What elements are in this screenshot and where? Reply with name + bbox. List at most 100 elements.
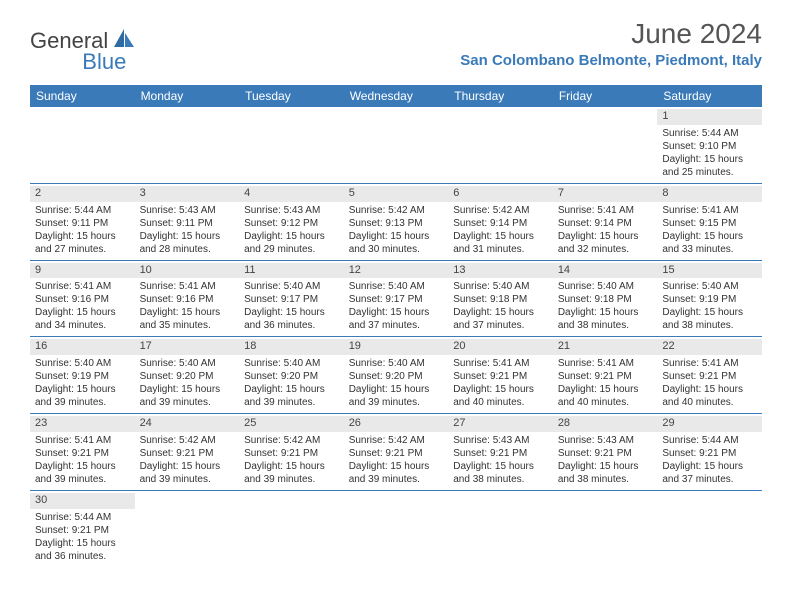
calendar-cell: [135, 107, 240, 183]
day-details: Sunrise: 5:41 AMSunset: 9:16 PMDaylight:…: [140, 280, 235, 332]
day-number: 30: [30, 493, 135, 509]
sunrise-text: Sunrise: 5:40 AM: [244, 357, 339, 370]
daylight-text: Daylight: 15 hours and 39 minutes.: [349, 383, 444, 409]
page-title: June 2024: [460, 18, 762, 50]
sunrise-text: Sunrise: 5:40 AM: [558, 280, 653, 293]
col-friday: Friday: [553, 85, 658, 107]
daylight-text: Daylight: 15 hours and 39 minutes.: [35, 460, 130, 486]
calendar-cell: [553, 490, 658, 566]
day-number: 23: [30, 416, 135, 432]
calendar-cell: 28Sunrise: 5:43 AMSunset: 9:21 PMDayligh…: [553, 414, 658, 491]
daylight-text: Daylight: 15 hours and 34 minutes.: [35, 306, 130, 332]
calendar-cell: [448, 107, 553, 183]
day-number: 4: [239, 186, 344, 202]
sunrise-text: Sunrise: 5:40 AM: [349, 280, 444, 293]
day-number: 24: [135, 416, 240, 432]
sunset-text: Sunset: 9:13 PM: [349, 217, 444, 230]
day-details: Sunrise: 5:43 AMSunset: 9:21 PMDaylight:…: [453, 434, 548, 486]
daylight-text: Daylight: 15 hours and 27 minutes.: [35, 230, 130, 256]
daylight-text: Daylight: 15 hours and 33 minutes.: [662, 230, 757, 256]
calendar-cell: 7Sunrise: 5:41 AMSunset: 9:14 PMDaylight…: [553, 183, 658, 260]
day-number: 2: [30, 186, 135, 202]
day-details: Sunrise: 5:42 AMSunset: 9:21 PMDaylight:…: [349, 434, 444, 486]
calendar-cell: [448, 490, 553, 566]
sunrise-text: Sunrise: 5:43 AM: [453, 434, 548, 447]
day-details: Sunrise: 5:41 AMSunset: 9:21 PMDaylight:…: [453, 357, 548, 409]
sunrise-text: Sunrise: 5:41 AM: [140, 280, 235, 293]
day-details: Sunrise: 5:40 AMSunset: 9:17 PMDaylight:…: [349, 280, 444, 332]
sunrise-text: Sunrise: 5:41 AM: [558, 204, 653, 217]
sunset-text: Sunset: 9:10 PM: [662, 140, 757, 153]
daylight-text: Daylight: 15 hours and 39 minutes.: [244, 383, 339, 409]
calendar-cell: 30 Sunrise: 5:44 AMSunset: 9:21 PMDayligh…: [30, 490, 135, 566]
day-number: 25: [239, 416, 344, 432]
location-subtitle: San Colombano Belmonte, Piedmont, Italy: [460, 52, 762, 69]
daylight-text: Daylight: 15 hours and 38 minutes.: [453, 460, 548, 486]
calendar-cell: 29Sunrise: 5:44 AMSunset: 9:21 PMDayligh…: [657, 414, 762, 491]
calendar-week-row: 2Sunrise: 5:44 AMSunset: 9:11 PMDaylight…: [30, 183, 762, 260]
daylight-text: Daylight: 15 hours and 37 minutes.: [662, 460, 757, 486]
calendar-week-row: 9Sunrise: 5:41 AMSunset: 9:16 PMDaylight…: [30, 260, 762, 337]
sunset-text: Sunset: 9:21 PM: [140, 447, 235, 460]
calendar-cell: 27 Sunrise: 5:43 AMSunset: 9:21 PMDayligh…: [448, 414, 553, 491]
calendar-cell: 19Sunrise: 5:40 AMSunset: 9:20 PMDayligh…: [344, 337, 449, 414]
daylight-text: Daylight: 15 hours and 38 minutes.: [558, 306, 653, 332]
col-saturday: Saturday: [657, 85, 762, 107]
calendar-cell: [344, 490, 449, 566]
sunrise-text: Sunrise: 5:40 AM: [453, 280, 548, 293]
sunrise-text: Sunrise: 5:44 AM: [662, 127, 757, 140]
sunset-text: Sunset: 9:21 PM: [349, 447, 444, 460]
sunset-text: Sunset: 9:11 PM: [35, 217, 130, 230]
sunrise-text: Sunrise: 5:40 AM: [662, 280, 757, 293]
sunset-text: Sunset: 9:18 PM: [453, 293, 548, 306]
daylight-text: Daylight: 15 hours and 40 minutes.: [558, 383, 653, 409]
sunset-text: Sunset: 9:15 PM: [662, 217, 757, 230]
day-number: 12: [344, 263, 449, 279]
sunrise-text: Sunrise: 5:42 AM: [244, 434, 339, 447]
calendar-cell: 25Sunrise: 5:42 AMSunset: 9:21 PMDayligh…: [239, 414, 344, 491]
day-details: Sunrise: 5:40 AMSunset: 9:19 PMDaylight:…: [35, 357, 130, 409]
day-number: 27: [448, 416, 553, 432]
calendar-cell: 9Sunrise: 5:41 AMSunset: 9:16 PMDaylight…: [30, 260, 135, 337]
daylight-text: Daylight: 15 hours and 39 minutes.: [35, 383, 130, 409]
sunrise-text: Sunrise: 5:43 AM: [244, 204, 339, 217]
title-block: June 2024 San Colombano Belmonte, Piedmo…: [460, 18, 762, 69]
sunset-text: Sunset: 9:17 PM: [244, 293, 339, 306]
calendar-week-row: 23Sunrise: 5:41 AMSunset: 9:21 PMDayligh…: [30, 414, 762, 491]
day-details: Sunrise: 5:44 AMSunset: 9:21 PMDaylight:…: [35, 511, 130, 563]
sunset-text: Sunset: 9:19 PM: [662, 293, 757, 306]
calendar-cell: 1Sunrise: 5:44 AMSunset: 9:10 PMDaylight…: [657, 107, 762, 183]
sunset-text: Sunset: 9:20 PM: [140, 370, 235, 383]
day-details: Sunrise: 5:44 AMSunset: 9:10 PMDaylight:…: [662, 127, 757, 179]
day-details: Sunrise: 5:41 AMSunset: 9:15 PMDaylight:…: [662, 204, 757, 256]
day-details: Sunrise: 5:41 AMSunset: 9:21 PMDaylight:…: [662, 357, 757, 409]
day-details: Sunrise: 5:43 AMSunset: 9:21 PMDaylight:…: [558, 434, 653, 486]
sunrise-text: Sunrise: 5:44 AM: [35, 204, 130, 217]
sunrise-text: Sunrise: 5:40 AM: [35, 357, 130, 370]
sunset-text: Sunset: 9:20 PM: [244, 370, 339, 383]
calendar-cell: 26Sunrise: 5:42 AMSunset: 9:21 PMDayligh…: [344, 414, 449, 491]
sunset-text: Sunset: 9:17 PM: [349, 293, 444, 306]
day-details: Sunrise: 5:40 AMSunset: 9:19 PMDaylight:…: [662, 280, 757, 332]
calendar-cell: 17Sunrise: 5:40 AMSunset: 9:20 PMDayligh…: [135, 337, 240, 414]
sunset-text: Sunset: 9:12 PM: [244, 217, 339, 230]
calendar-cell: 15Sunrise: 5:40 AMSunset: 9:19 PMDayligh…: [657, 260, 762, 337]
day-number: 6: [448, 186, 553, 202]
sunset-text: Sunset: 9:16 PM: [140, 293, 235, 306]
calendar-cell: 18Sunrise: 5:40 AMSunset: 9:20 PMDayligh…: [239, 337, 344, 414]
sunset-text: Sunset: 9:11 PM: [140, 217, 235, 230]
sunset-text: Sunset: 9:20 PM: [349, 370, 444, 383]
sunset-text: Sunset: 9:14 PM: [558, 217, 653, 230]
day-number: 3: [135, 186, 240, 202]
calendar-cell: 2 Sunrise: 5:44 AMSunset: 9:11 PMDaylight…: [30, 183, 135, 260]
sunset-text: Sunset: 9:21 PM: [244, 447, 339, 460]
daylight-text: Daylight: 15 hours and 32 minutes.: [558, 230, 653, 256]
sunrise-text: Sunrise: 5:40 AM: [140, 357, 235, 370]
sunrise-text: Sunrise: 5:40 AM: [244, 280, 339, 293]
calendar-cell: 4Sunrise: 5:43 AMSunset: 9:12 PMDaylight…: [239, 183, 344, 260]
sunset-text: Sunset: 9:21 PM: [453, 447, 548, 460]
calendar-cell: [30, 107, 135, 183]
logo-text-2: Blue: [82, 49, 126, 75]
daylight-text: Daylight: 15 hours and 38 minutes.: [558, 460, 653, 486]
day-number: 9: [30, 263, 135, 279]
